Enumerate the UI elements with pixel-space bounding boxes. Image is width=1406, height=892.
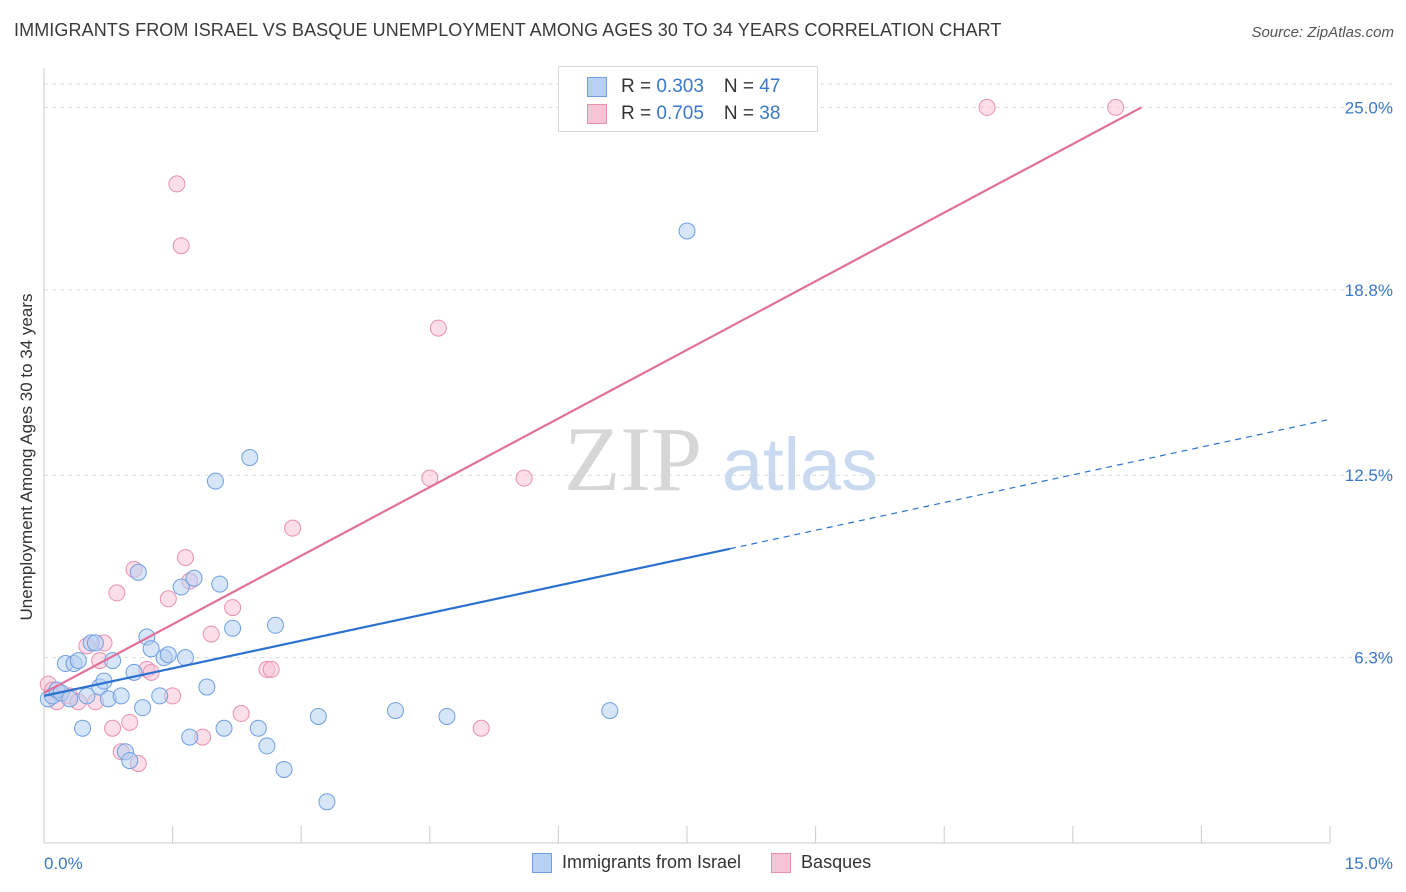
basques-point bbox=[232, 705, 250, 723]
israel-point bbox=[438, 707, 456, 725]
israel-point bbox=[206, 472, 224, 490]
source-label: Source: ZipAtlas.com bbox=[1251, 24, 1394, 41]
israel-point bbox=[309, 707, 327, 725]
israel-point bbox=[151, 687, 169, 705]
basques-point bbox=[284, 519, 302, 537]
basques-point bbox=[202, 625, 220, 643]
basques-point bbox=[168, 175, 186, 193]
bottom-legend-swatch-basques bbox=[771, 852, 792, 873]
israel-point bbox=[601, 702, 619, 720]
legend-n-value: 47 bbox=[759, 76, 781, 97]
watermark-zip: ZIP bbox=[564, 408, 702, 510]
axes bbox=[43, 68, 1331, 844]
legend-r-value: 0.303 bbox=[656, 76, 704, 97]
legend-row-israel: R = 0.303 N = 47 bbox=[587, 74, 780, 100]
israel-point bbox=[211, 575, 229, 593]
basques-point bbox=[515, 469, 533, 487]
basques-point bbox=[108, 584, 126, 602]
legend-swatch-basques bbox=[587, 104, 607, 124]
y-tick-label: 25.0% bbox=[1345, 98, 1393, 117]
israel-point bbox=[249, 719, 267, 737]
israel-point bbox=[275, 760, 293, 778]
chart-title: IMMIGRANTS FROM ISRAEL VS BASQUE UNEMPLO… bbox=[14, 20, 1002, 40]
legend-n-label: N = bbox=[723, 76, 760, 97]
y-tick-label: 18.8% bbox=[1345, 281, 1393, 300]
israel-point bbox=[678, 222, 696, 240]
bottom-legend-label-israel: Immigrants from Israel bbox=[562, 852, 742, 872]
bottom-legend-item-basques[interactable]: Basques bbox=[771, 852, 871, 873]
legend: R = 0.303 N = 47 R = 0.705 N = 38 bbox=[558, 66, 818, 132]
bottom-legend-swatch-israel bbox=[532, 852, 552, 873]
legend-swatch-israel bbox=[587, 77, 607, 97]
israel-point bbox=[172, 578, 190, 596]
legend-n-label: N = bbox=[723, 103, 760, 124]
israel-point bbox=[198, 678, 216, 696]
legend-r-label: R = bbox=[621, 76, 657, 97]
basques-point bbox=[176, 549, 194, 567]
israel-trend-extension bbox=[729, 418, 1331, 550]
israel-point bbox=[266, 616, 284, 634]
basques-trend-line bbox=[43, 106, 1142, 694]
trend-lines bbox=[43, 106, 1331, 697]
basques-point bbox=[159, 590, 177, 608]
basques-point bbox=[262, 660, 280, 678]
legend-r-value: 0.705 bbox=[656, 103, 704, 124]
israel-point bbox=[241, 449, 259, 467]
israel-point bbox=[129, 563, 147, 581]
bottom-legend: Immigrants from Israel Basques bbox=[532, 852, 901, 873]
israel-trend-line bbox=[43, 547, 731, 697]
bottom-legend-item-israel[interactable]: Immigrants from Israel bbox=[532, 852, 741, 873]
israel-point bbox=[185, 569, 203, 587]
israel-point bbox=[318, 793, 336, 811]
bottom-legend-label-basques: Basques bbox=[801, 852, 872, 872]
basques-point bbox=[224, 599, 242, 617]
basques-point bbox=[121, 713, 139, 731]
israel-point bbox=[61, 690, 79, 708]
x-tick-label-max: 15.0% bbox=[1345, 854, 1393, 873]
basques-point bbox=[472, 719, 490, 737]
grid-lines bbox=[44, 83, 1395, 659]
basques-point bbox=[429, 319, 447, 337]
israel-point bbox=[134, 699, 152, 717]
basques-point bbox=[978, 98, 996, 116]
israel-point bbox=[78, 687, 96, 705]
israel-point bbox=[181, 728, 199, 746]
israel-point bbox=[69, 652, 87, 670]
israel-points bbox=[39, 222, 696, 811]
israel-point bbox=[86, 634, 104, 652]
israel-point bbox=[121, 752, 139, 770]
legend-n-value: 38 bbox=[759, 103, 781, 124]
israel-point bbox=[142, 640, 160, 658]
legend-r-label: R = bbox=[621, 103, 657, 124]
israel-point bbox=[112, 687, 130, 705]
israel-point bbox=[224, 619, 242, 637]
watermark-atlas: atlas bbox=[722, 423, 878, 506]
y-axis-label: Unemployment Among Ages 30 to 34 years bbox=[17, 293, 36, 621]
basques-point bbox=[104, 719, 122, 737]
y-tick-label: 6.3% bbox=[1354, 649, 1393, 668]
tick-labels: 6.3% 12.5% 18.8% 25.0% 0.0% 15.0% bbox=[44, 98, 1393, 873]
basques-point bbox=[1107, 98, 1125, 116]
y-tick-label: 12.5% bbox=[1345, 466, 1393, 485]
israel-point bbox=[74, 719, 92, 737]
legend-row-basques: R = 0.705 N = 38 bbox=[587, 101, 780, 127]
israel-point bbox=[159, 646, 177, 664]
basques-point bbox=[172, 237, 190, 255]
x-tick-label-min: 0.0% bbox=[44, 854, 83, 873]
israel-point bbox=[387, 702, 405, 720]
israel-point bbox=[258, 737, 276, 755]
israel-point bbox=[215, 719, 233, 737]
